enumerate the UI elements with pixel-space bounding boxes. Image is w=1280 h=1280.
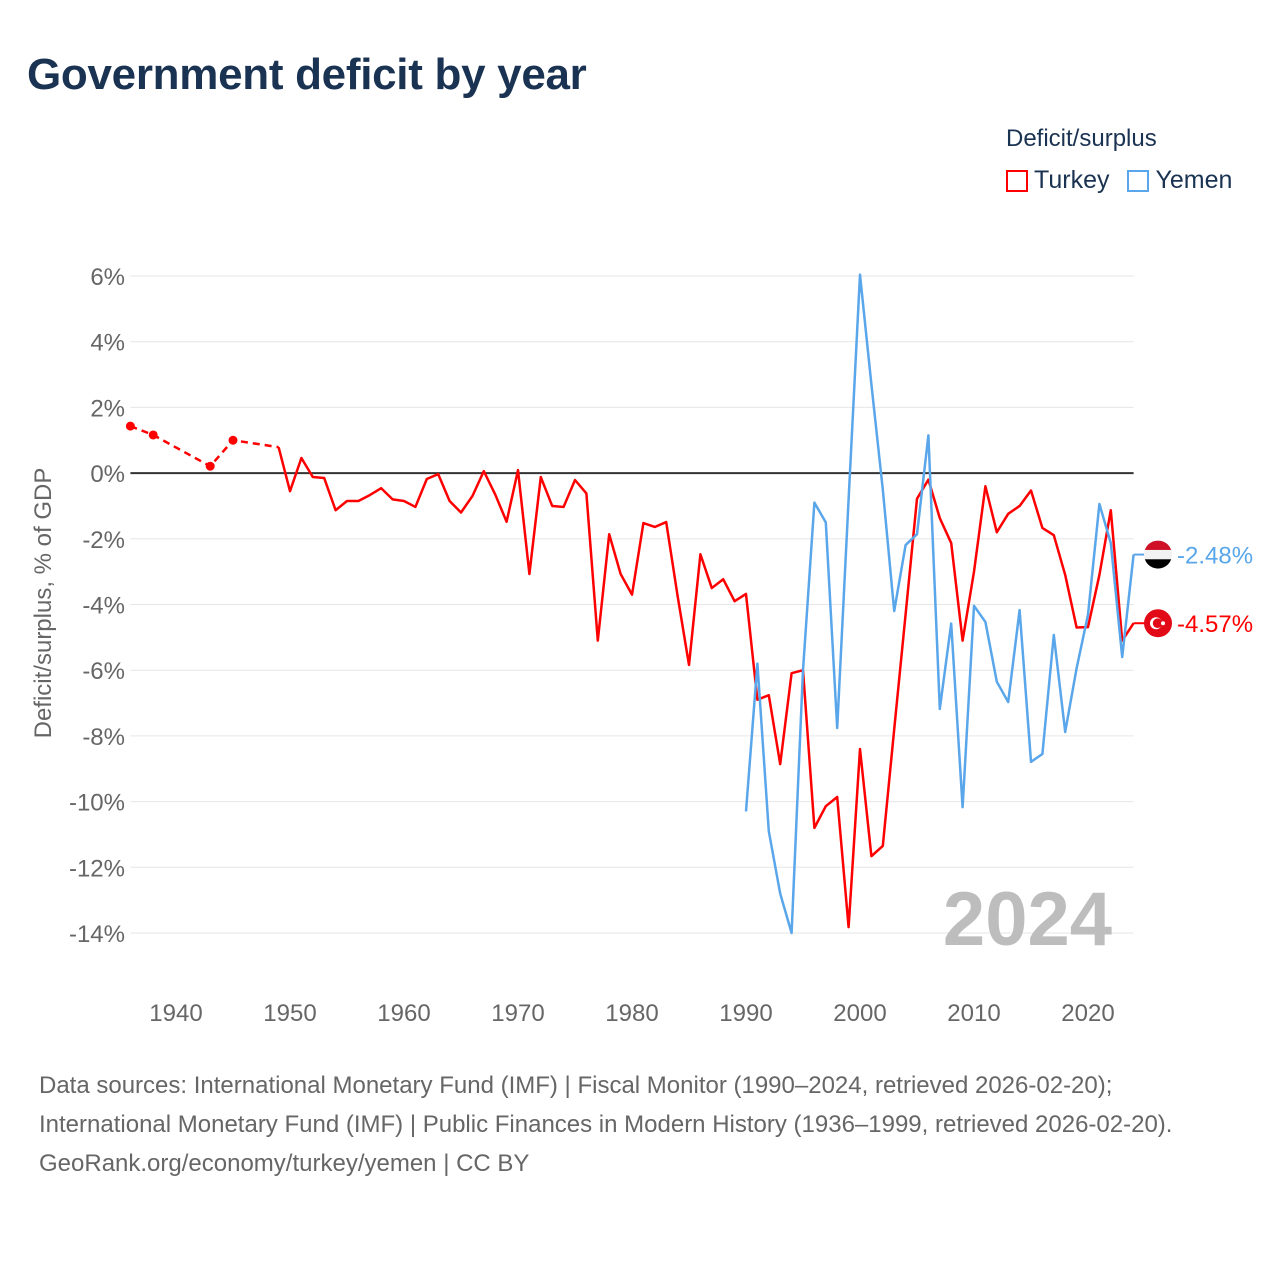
- end-value-label-yemen: -2.48%: [1177, 543, 1253, 570]
- flag-stripe-black: [1144, 559, 1172, 569]
- y-axis-label: Deficit/surplus, % of GDP: [30, 468, 57, 739]
- data-point-turkey: [228, 435, 238, 445]
- end-labels: -4.57% -2.48%: [1133, 540, 1253, 638]
- data-point-turkey: [148, 430, 158, 440]
- chart-title: Government deficit by year: [27, 50, 587, 99]
- legend-item-yemen[interactable]: Yemen: [1127, 166, 1232, 195]
- y-tick-label: -8%: [82, 724, 125, 751]
- x-tick-label: 1970: [491, 1000, 544, 1027]
- data-point-turkey: [125, 421, 135, 431]
- year-watermark: 2024: [943, 877, 1112, 962]
- legend-label-turkey: Turkey: [1034, 166, 1110, 194]
- y-tick-label: 0%: [90, 461, 125, 488]
- y-tick-label: -14%: [69, 921, 125, 948]
- x-tick-label: 1950: [263, 1000, 316, 1027]
- x-tick-label: 1980: [605, 1000, 658, 1027]
- flag-stripe-red: [1144, 540, 1172, 550]
- y-tick-label: 4%: [90, 330, 125, 357]
- y-tick-label: -2%: [82, 527, 125, 554]
- series-lines: [125, 273, 1135, 935]
- x-tick-label: 1940: [149, 1000, 202, 1027]
- y-tick-label: -4%: [82, 593, 125, 620]
- legend-title: Deficit/surplus: [1006, 125, 1157, 152]
- legend-swatch-yemen: [1127, 169, 1150, 192]
- series-line-yemen: [744, 273, 1135, 935]
- y-tick-label: 2%: [90, 395, 125, 422]
- legend-swatch-turkey: [1006, 169, 1028, 192]
- sources-text: Data sources: International Monetary Fun…: [39, 1072, 1173, 1138]
- y-tick-label: -12%: [69, 855, 125, 882]
- end-value-label-turkey: -4.57%: [1177, 611, 1253, 638]
- x-tick-label: 2010: [947, 1000, 1000, 1027]
- y-tick-label: -6%: [82, 658, 125, 685]
- legend-item-turkey[interactable]: Turkey: [1006, 166, 1109, 195]
- flag-crescent-inner: [1152, 618, 1163, 629]
- series-line-turkey: [277, 446, 1135, 929]
- flag-yemen-icon: [1144, 540, 1172, 569]
- x-axis-ticks: 1940 1950 1960 1970 1980 1990 2000 2010 2020: [149, 1000, 1114, 1027]
- data-sources: Data sources: International Monetary Fun…: [39, 1066, 1239, 1183]
- flag-turkey-icon: [1144, 609, 1172, 638]
- x-tick-label: 1990: [719, 1000, 772, 1027]
- y-axis-ticks: 6% 4% 2% 0% -2% -4% -6% -8% -10% -12% -14%: [69, 264, 125, 948]
- line-chart: 6% 4% 2% 0% -2% -4% -6% -8% -10% -12% -14% 1940 195…: [30, 264, 1253, 1027]
- y-tick-label: -10%: [69, 790, 125, 817]
- legend-label-yemen: Yemen: [1155, 166, 1233, 194]
- x-tick-label: 2000: [833, 1000, 886, 1027]
- attribution-link[interactable]: GeoRank.org/economy/turkey/yemen | CC BY: [39, 1150, 530, 1177]
- x-tick-label: 1960: [377, 1000, 430, 1027]
- legend: Turkey Yemen: [1006, 166, 1232, 195]
- flag-stripe-white: [1144, 549, 1172, 560]
- gridlines: [130, 275, 1134, 934]
- y-tick-label: 6%: [90, 264, 125, 291]
- data-point-turkey: [205, 461, 215, 471]
- x-tick-label: 2020: [1061, 1000, 1114, 1027]
- flag-star: [1161, 621, 1165, 626]
